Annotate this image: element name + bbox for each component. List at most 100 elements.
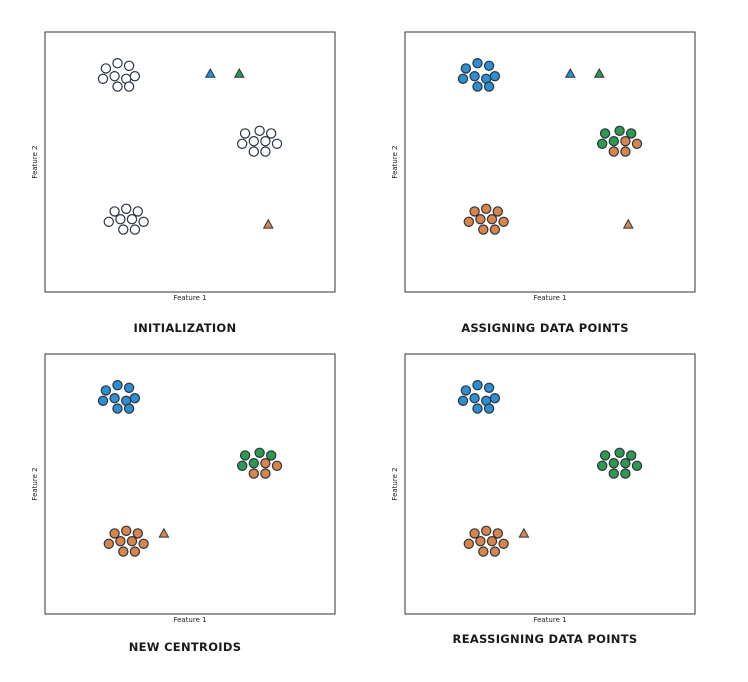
x-axis-label: Feature 1	[173, 294, 206, 302]
data-point-unassigned	[248, 146, 259, 157]
panel-caption: INITIALIZATION	[133, 321, 237, 335]
data-point-green	[265, 450, 277, 461]
data-point-blue	[100, 385, 112, 396]
y-axis-label: Feature 2	[391, 145, 399, 178]
data-point-orange	[260, 457, 271, 469]
plot-area	[44, 31, 336, 293]
data-point-orange	[498, 538, 509, 549]
centroid-blue	[564, 67, 576, 78]
data-point-unassigned	[123, 81, 135, 92]
data-point-unassigned	[123, 60, 135, 72]
data-point-orange	[463, 216, 475, 227]
data-point-unassigned	[97, 73, 109, 85]
data-point-blue	[123, 403, 135, 414]
data-point-orange	[118, 546, 129, 557]
data-point-green	[599, 128, 611, 139]
data-point-orange	[475, 535, 486, 547]
plot-area	[404, 353, 696, 615]
data-point-unassigned	[254, 125, 265, 137]
data-point-green	[614, 125, 625, 137]
data-point-orange	[475, 213, 486, 225]
data-point-green	[596, 138, 608, 150]
centroid-orange	[158, 527, 170, 538]
data-point-blue	[472, 58, 483, 69]
data-point-blue	[472, 403, 483, 414]
data-point-green	[239, 450, 251, 461]
plot-area	[44, 353, 336, 615]
data-point-green	[614, 447, 625, 459]
data-point-unassigned	[248, 135, 259, 147]
panel-new-centroids: Feature 1 Feature 2 NEW CENTROIDS	[20, 344, 350, 654]
data-point-green	[631, 460, 643, 472]
data-point-green	[596, 460, 608, 472]
data-point-green	[608, 457, 619, 469]
data-point-blue	[472, 380, 483, 391]
data-point-blue	[460, 385, 472, 396]
data-point-orange	[469, 528, 480, 539]
data-point-orange	[620, 146, 631, 157]
data-point-orange	[478, 546, 489, 557]
data-point-green	[625, 128, 637, 139]
data-point-unassigned	[109, 206, 120, 217]
data-point-orange	[620, 135, 631, 147]
y-axis-label: Feature 2	[31, 145, 39, 178]
data-point-unassigned	[129, 224, 141, 235]
centroid-blue	[204, 67, 216, 78]
data-point-orange	[469, 206, 480, 217]
data-point-unassigned	[112, 58, 123, 69]
data-point-orange	[115, 535, 126, 547]
data-point-blue	[109, 393, 120, 404]
data-point-unassigned	[265, 128, 277, 139]
x-axis-label: Feature 1	[173, 616, 206, 624]
panel-caption: REASSIGNING DATA POINTS	[452, 632, 638, 646]
panel-caption: NEW CENTROIDS	[128, 640, 242, 654]
scatter-plot-new-centroids: Feature 1 Feature 2	[31, 353, 336, 624]
data-point-orange	[608, 146, 619, 157]
data-point-unassigned	[118, 224, 129, 235]
data-point-orange	[631, 138, 643, 150]
scatter-plot-assigning: Feature 1 Feature 2	[391, 31, 696, 302]
data-point-green	[599, 450, 611, 461]
y-axis-label: Feature 2	[391, 467, 399, 500]
data-point-blue	[469, 71, 480, 82]
data-point-unassigned	[126, 213, 138, 225]
data-point-blue	[112, 403, 123, 414]
data-point-blue	[457, 395, 469, 407]
x-axis-label: Feature 1	[533, 616, 566, 624]
data-point-green	[620, 457, 631, 469]
data-point-green	[620, 468, 631, 479]
data-point-blue	[123, 382, 135, 394]
y-axis-label: Feature 2	[31, 467, 39, 500]
data-point-blue	[489, 393, 501, 404]
data-point-green	[625, 450, 637, 461]
data-point-unassigned	[129, 71, 141, 82]
data-point-orange	[498, 216, 509, 227]
data-point-unassigned	[260, 135, 271, 147]
data-point-blue	[483, 382, 495, 394]
data-point-unassigned	[239, 128, 251, 139]
data-point-green	[236, 460, 248, 472]
data-point-orange	[492, 528, 504, 539]
centroid-green	[233, 67, 245, 78]
data-point-unassigned	[100, 63, 112, 74]
data-point-orange	[489, 224, 501, 235]
data-point-unassigned	[120, 203, 132, 214]
data-point-orange	[480, 525, 492, 536]
centroid-orange	[262, 218, 274, 229]
data-point-orange	[486, 535, 498, 547]
data-point-orange	[260, 468, 271, 479]
data-point-orange	[492, 206, 504, 217]
data-point-orange	[463, 538, 475, 549]
data-point-unassigned	[103, 216, 115, 227]
data-point-unassigned	[132, 206, 144, 217]
data-point-orange	[248, 468, 259, 479]
data-point-unassigned	[109, 71, 120, 82]
data-point-orange	[126, 535, 138, 547]
data-point-green	[608, 135, 619, 147]
data-point-unassigned	[260, 146, 271, 157]
data-point-blue	[472, 81, 483, 92]
centroid-orange	[622, 218, 634, 229]
data-point-orange	[138, 538, 149, 549]
panel-caption: ASSIGNING DATA POINTS	[461, 321, 629, 335]
centroid-green	[593, 67, 605, 78]
